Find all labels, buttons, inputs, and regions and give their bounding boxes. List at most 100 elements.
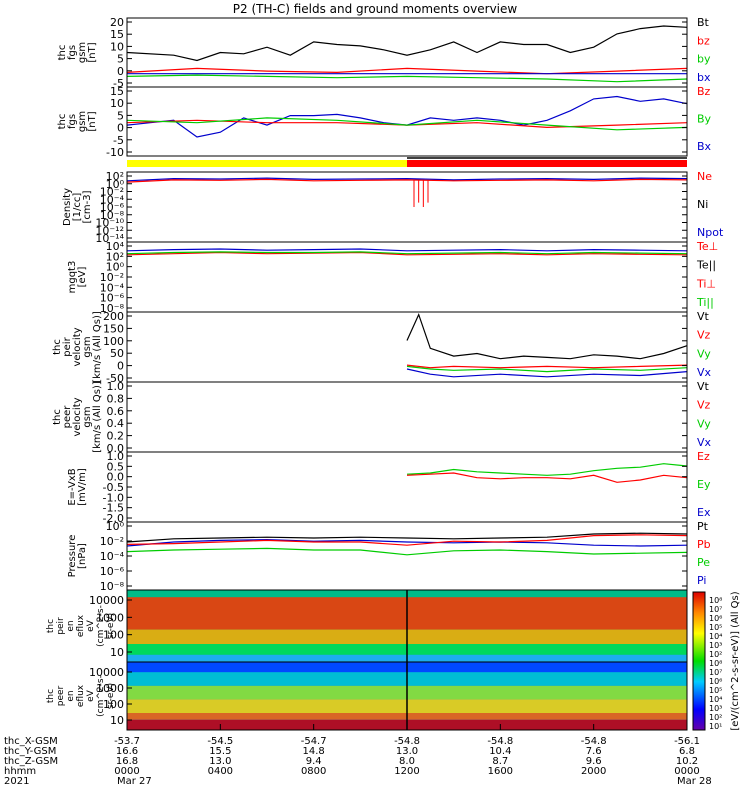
- y-axis-label-density-2: [cm-3]: [82, 190, 93, 223]
- y-axis-label-peer-velocity-4: [km/s (All Qs)]: [92, 381, 103, 453]
- series-line-pressure-0: [126, 532, 688, 543]
- legend-fgs-btot-2: by: [697, 53, 711, 66]
- x-row-value-2-3: 8.0: [399, 756, 415, 767]
- x-row-value-2-4: 8.7: [492, 756, 508, 767]
- colorbar-tick-11: 10⁴: [709, 695, 722, 704]
- x-row-value-2-1: 13.0: [209, 756, 231, 767]
- y-axis-label-temperature-0: mgqt3: [67, 261, 78, 294]
- y-axis-label-density-0: Density: [62, 188, 73, 226]
- spec-label-peir-eflux-5: (cm^2-s-: [96, 605, 106, 647]
- x-row-value-0-4: -54.8: [487, 736, 513, 747]
- colorbar-tick-14: 10¹: [709, 722, 722, 731]
- legend-fgs-gsm-0: Bz: [697, 85, 711, 98]
- y-tick-label-efield-0: 1.0: [107, 450, 125, 463]
- y-tick-label-density-1: 10⁰: [106, 178, 125, 191]
- series-line-peir-velocity-0: [406, 312, 688, 360]
- x-row-value-2-0: 16.8: [116, 756, 138, 767]
- y-axis-label-pressure-1: [nPa]: [77, 543, 88, 569]
- y-tick-label-efield-5: -1.5: [103, 502, 124, 515]
- x-row-value-2-2: 9.4: [306, 756, 322, 767]
- x-row-value-0-0: -53.7: [114, 736, 140, 747]
- legend-temperature-3: Ti||: [696, 296, 714, 309]
- y-tick-label-fgs-btot-1: 15: [110, 28, 124, 41]
- series-line-pressure-3: [126, 547, 688, 556]
- x-row-label-4: 2021: [4, 776, 29, 787]
- y-tick-label-density-6: 10⁻¹⁰: [95, 217, 124, 230]
- panel-frame-efield: [126, 451, 688, 523]
- spec-label-peer-eflux-0: thc: [46, 689, 56, 703]
- y-tick-label-temperature-5: 10⁻⁶: [100, 292, 125, 305]
- y-axis-label-temperature-1: [eV]: [77, 267, 88, 288]
- legend-pressure-1: Pb: [697, 538, 711, 551]
- y-axis-label-fgs-btot-3: [nT]: [87, 42, 98, 62]
- legend-fgs-btot-3: bx: [697, 71, 711, 84]
- x-row-value-1-1: 15.5: [209, 746, 231, 757]
- colorbar: [692, 591, 706, 731]
- panel-frame-density: [126, 171, 688, 243]
- y-tick-label-peir-velocity-3: 50: [110, 347, 124, 360]
- y-axis-label-fgs-gsm-1: fgs: [67, 114, 78, 129]
- colorbar-tick-7: 10⁸: [709, 659, 722, 668]
- y-tick-label-peer-velocity-2: 0.6: [107, 405, 125, 418]
- y-axis-label-fgs-btot-2: gsm: [77, 42, 88, 63]
- legend-peir-velocity-3: Vx: [697, 366, 712, 379]
- y-tick-label-temperature-4: 10⁻⁴: [100, 281, 125, 294]
- series-line-efield-1: [406, 472, 688, 483]
- y-tick-label-density-3: 10⁻⁴: [100, 193, 125, 206]
- colorbar-tick-5: 10³: [709, 641, 722, 650]
- legend-fgs-btot-0: Bt: [697, 16, 710, 29]
- y-axis-label-peer-velocity-3: gsm: [82, 406, 93, 427]
- x-row-value-0-1: -54.5: [207, 736, 233, 747]
- y-tick-label-pressure-4: 10⁻⁸: [100, 580, 125, 593]
- spec-label-peir-eflux-0: thc: [46, 619, 56, 633]
- y-tick-label-pressure-1: 10⁻²: [100, 535, 124, 548]
- colorbar-tick-12: 10³: [709, 704, 722, 713]
- x-row-value-1-3: 13.0: [396, 746, 418, 757]
- y-axis-label-efield-0: E=-VxB: [67, 468, 78, 505]
- panel-frame-peir-velocity: [126, 311, 688, 383]
- panel-frame-peer-velocity: [126, 381, 688, 453]
- x-row-value-3-5: 2000: [581, 766, 606, 777]
- spec-label-peer-eflux-2: en: [66, 690, 76, 701]
- x-row-value-0-5: -54.8: [581, 736, 607, 747]
- legend-pressure-3: Pi: [697, 574, 706, 587]
- colorbar-tick-9: 10⁶: [709, 677, 722, 686]
- x-row-value-4-6: Mar 28: [677, 776, 712, 787]
- y-tick-label-fgs-gsm-2: 5: [117, 109, 124, 122]
- x-row-value-1-6: 6.8: [679, 746, 695, 757]
- x-row-value-3-6: 0000: [674, 766, 699, 777]
- legend-efield-0: Ez: [697, 450, 710, 463]
- y-tick-label-efield-3: -0.5: [103, 481, 124, 494]
- spec-tick-label-peer-eflux-1: 1000: [96, 682, 124, 695]
- y-axis-label-efield-1: [mV/m]: [77, 468, 88, 506]
- legend-peer-velocity-1: Vz: [697, 399, 711, 412]
- series-line-peir-velocity-2: [406, 368, 688, 378]
- colorbar-tick-2: 10⁶: [709, 614, 722, 623]
- x-row-value-0-6: -56.1: [674, 736, 700, 747]
- series-line-pressure-1: [126, 538, 688, 547]
- y-axis-label-peer-velocity-1: peer: [62, 405, 73, 429]
- x-row-value-3-0: 0000: [114, 766, 139, 777]
- mode-bar-segment-1: [407, 160, 687, 167]
- y-axis-label-peir-velocity-1: peir: [62, 336, 73, 356]
- legend-pressure-0: Pt: [697, 520, 709, 533]
- y-tick-label-efield-1: 0.5: [107, 460, 125, 473]
- legend-peir-velocity-0: Vt: [697, 310, 710, 323]
- spec-tick-label-peir-eflux-1: 1000: [96, 611, 124, 624]
- y-tick-label-peir-velocity-5: -50: [106, 372, 124, 385]
- legend-density-2: Npot: [697, 226, 724, 239]
- y-axis-label-fgs-gsm-0: thc: [57, 114, 68, 130]
- legend-efield-2: Ex: [697, 506, 711, 519]
- y-tick-label-fgs-gsm-3: 0: [117, 122, 124, 135]
- y-axis-label-peir-velocity-0: thc: [52, 339, 63, 355]
- y-tick-label-peir-velocity-4: 0: [117, 360, 124, 373]
- x-row-value-1-2: 14.8: [303, 746, 325, 757]
- y-tick-label-density-0: 10²: [106, 170, 124, 183]
- colorbar-tick-8: 10⁷: [709, 668, 722, 677]
- x-row-value-0-2: -54.7: [301, 736, 327, 747]
- y-tick-label-efield-6: -2.0: [103, 512, 124, 525]
- spec-label-peer-eflux-1: peer: [56, 685, 66, 706]
- y-axis-label-peir-velocity-3: gsm: [82, 336, 93, 357]
- x-row-value-1-0: 16.6: [116, 746, 138, 757]
